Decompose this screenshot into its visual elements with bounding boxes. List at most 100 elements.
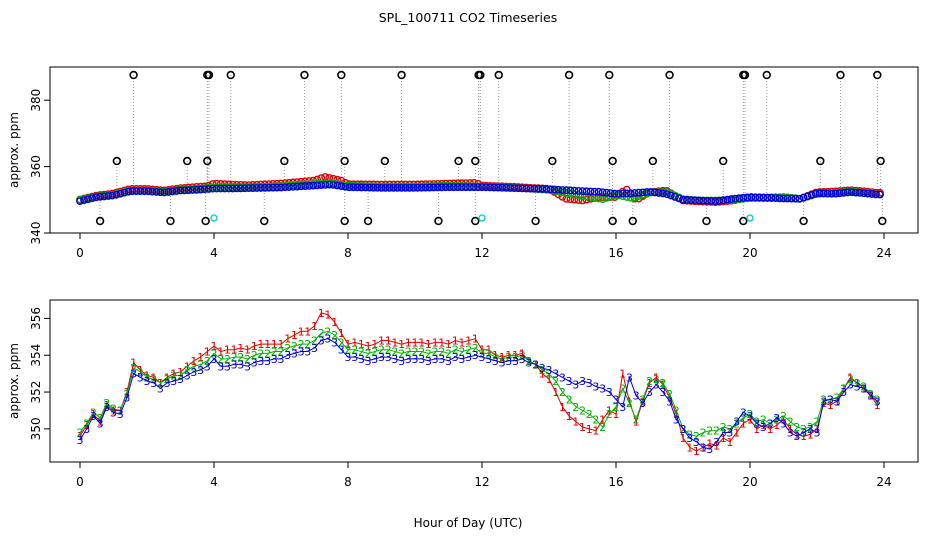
series-2-point: 2	[472, 342, 479, 355]
upper-series-point	[630, 193, 639, 202]
upper-series-point	[574, 187, 583, 195]
series-3-point: 3	[646, 386, 653, 399]
upper-x-tick-label: 20	[742, 246, 757, 260]
upper-x-tick-label: 0	[76, 246, 84, 260]
series-1-point: 1	[164, 371, 171, 384]
series-1-point: 1	[800, 430, 807, 443]
series-2-point: 2	[412, 346, 419, 359]
series-1-point: 1	[304, 325, 311, 338]
outlier-point	[876, 156, 885, 166]
series-2-point: 2	[117, 404, 124, 417]
series-1-point: 1	[331, 316, 338, 329]
series-3-point: 3	[358, 353, 365, 366]
series-2-point: 2	[97, 412, 104, 425]
outlier-point	[878, 216, 887, 226]
series-2-point: 2	[144, 371, 151, 384]
calibration-point	[746, 214, 754, 222]
upper-series-point	[667, 191, 675, 200]
upper-series-point	[819, 189, 828, 198]
upper-series-point	[586, 193, 595, 202]
upper-y-tick-label: 380	[29, 89, 43, 112]
upper-series-point	[305, 181, 314, 190]
upper-series-point	[755, 193, 764, 202]
series-3-point: 3	[606, 386, 613, 399]
series-3-point: 3	[412, 353, 419, 366]
series-3-point: 3	[150, 377, 157, 390]
upper-series-point	[393, 183, 402, 192]
upper-series-point	[518, 184, 527, 193]
upper-series-point	[771, 194, 780, 203]
lower-y-tick-label: 354	[29, 344, 43, 367]
series-2-point: 2	[807, 421, 814, 434]
series-2-point: 2	[572, 401, 579, 414]
series-2-point: 2	[673, 404, 680, 417]
upper-series-point	[301, 182, 310, 190]
series-1-point: 1	[458, 336, 465, 349]
series-3-point: 3	[378, 351, 385, 364]
series-3-point: 3	[666, 395, 673, 408]
series-1-point: 1	[512, 349, 519, 362]
series-2-point: 2	[83, 417, 90, 430]
series-2-point: 2	[874, 393, 881, 406]
series-1-point: 1	[425, 338, 432, 351]
series-1-point: 1	[244, 344, 251, 357]
upper-series-point	[727, 195, 736, 203]
upper-series-point	[256, 184, 265, 192]
upper-series-point	[803, 192, 812, 201]
lower-x-tick-label: 20	[742, 475, 757, 489]
series-3-point: 3	[110, 406, 117, 419]
series-3-point: 3	[479, 351, 486, 364]
upper-series-point	[646, 188, 655, 196]
upper-series-point	[538, 185, 547, 193]
series-3-point: 3	[599, 382, 606, 395]
series-3-point: 3	[840, 386, 847, 399]
series-1-point: 1	[733, 427, 740, 440]
upper-series-point	[498, 183, 506, 192]
upper-series-point	[763, 193, 772, 202]
series-3-point: 3	[345, 351, 352, 364]
upper-series-point	[180, 186, 189, 195]
series-1-point: 1	[847, 371, 854, 384]
upper-series-point	[200, 185, 209, 194]
series-3-point: 3	[217, 360, 224, 373]
series-1-point: 1	[378, 335, 385, 348]
series-1-point: 1	[613, 408, 620, 421]
series-2-point: 2	[720, 421, 727, 434]
series-2-point: 2	[820, 393, 827, 406]
series-2-point: 2	[800, 423, 807, 436]
series-2-point: 2	[331, 329, 338, 342]
upper-series-point	[466, 183, 474, 192]
upper-series-point	[373, 183, 382, 192]
outlier-point	[531, 216, 540, 226]
upper-series-point	[457, 183, 466, 192]
series-3-point: 3	[304, 346, 311, 359]
outlier-point	[337, 70, 346, 80]
upper-series-point	[530, 184, 539, 193]
upper-series-point	[124, 187, 133, 196]
series-3-point: 3	[324, 333, 331, 346]
lower-x-tick-label: 0	[76, 475, 84, 489]
series-2-point: 2	[304, 338, 311, 351]
series-3-point: 3	[251, 357, 258, 370]
series-3-point: 3	[83, 423, 90, 436]
series-2-point: 2	[184, 364, 191, 377]
series-2-point: 2	[378, 344, 385, 357]
series-2-point: 2	[425, 347, 432, 360]
upper-series-point	[574, 196, 583, 204]
outlier-point	[471, 156, 480, 166]
series-3-point: 3	[224, 360, 231, 373]
series-1-point: 1	[318, 307, 325, 320]
upper-series-point	[152, 188, 161, 196]
lower-x-tick-label: 4	[210, 475, 218, 489]
series-3-point: 3	[626, 371, 633, 384]
series-2-point: 2	[519, 349, 526, 362]
series-3-point: 3	[365, 355, 372, 368]
series-3-point: 3	[680, 423, 687, 436]
series-1-point: 1	[445, 338, 452, 351]
series-3-point: 3	[787, 427, 794, 440]
upper-x-tick-label: 16	[608, 246, 623, 260]
upper-series-point	[240, 184, 249, 193]
outlier-point	[762, 70, 771, 80]
outlier-point	[260, 216, 269, 226]
